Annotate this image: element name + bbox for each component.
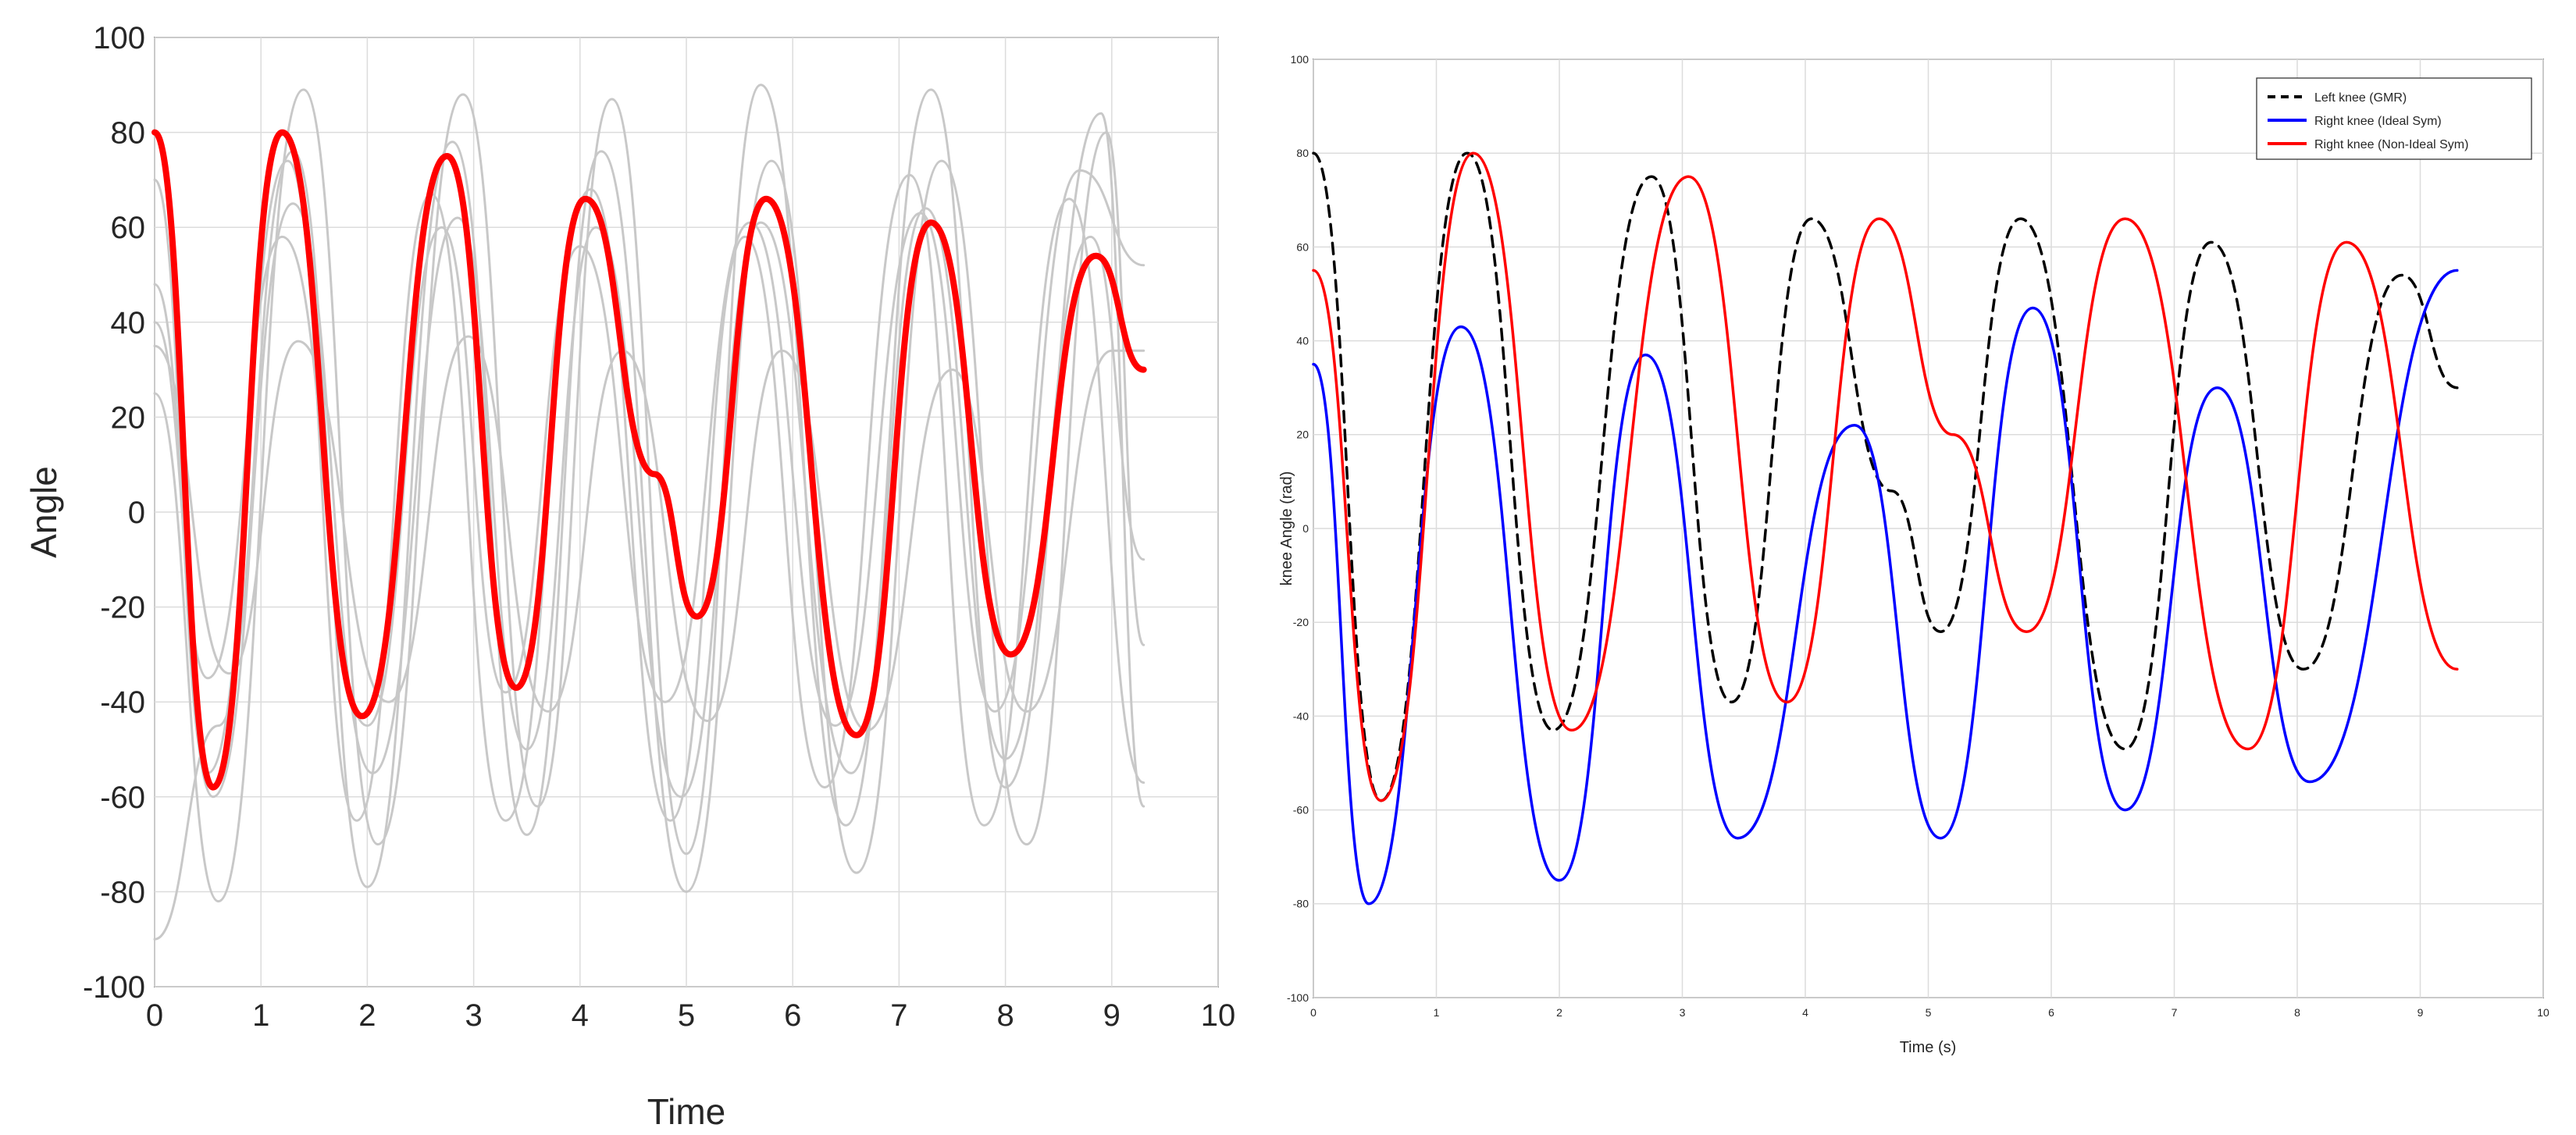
x-tick-label: 10 <box>2537 1006 2549 1019</box>
x-tick-label: 2 <box>358 998 376 1033</box>
y-axis-label: knee Angle (rad) <box>1278 471 1295 586</box>
x-tick-label: 3 <box>465 998 482 1033</box>
legend-label-right-knee-nonideal: Right knee (Non-Ideal Sym) <box>2314 138 2468 151</box>
x-tick-label: 1 <box>252 998 269 1033</box>
y-tick-label: -40 <box>1293 710 1309 722</box>
trial-line <box>153 169 1145 728</box>
y-tick-label: 80 <box>1296 147 1309 159</box>
x-tick-label: 7 <box>890 998 907 1033</box>
y-tick-label: -100 <box>83 970 145 1005</box>
y-tick-label: -60 <box>100 781 145 815</box>
x-tick-label: 6 <box>2048 1006 2054 1019</box>
y-tick-label: 60 <box>111 211 146 245</box>
series-lines <box>151 84 1147 941</box>
x-tick-label: 5 <box>1926 1006 1932 1019</box>
knee-angle-chart: 0 1 2 3 4 5 6 7 8 9 10 -100 -80 -60 -40 -20 0 20 40 60 80 100… <box>1278 53 2549 1056</box>
y-tick-label: 0 <box>1302 522 1309 535</box>
y-tick-label: -100 <box>1287 991 1309 1004</box>
y-tick-label: -20 <box>1293 616 1309 628</box>
y-tick-label: 40 <box>111 306 146 340</box>
x-tick-label: 6 <box>784 998 801 1033</box>
x-tick-label: 10 <box>1201 998 1236 1033</box>
trial-line <box>153 335 1145 732</box>
mean-line <box>151 129 1147 791</box>
y-tick-label: 60 <box>1296 240 1309 253</box>
y-axis-label: Angle <box>23 466 64 558</box>
x-tick-label: 9 <box>1103 998 1121 1033</box>
x-tick-label: 4 <box>1802 1006 1808 1019</box>
y-tick-label: -80 <box>100 875 145 909</box>
x-tick-label: 9 <box>2417 1006 2424 1019</box>
x-tick-label: 8 <box>996 998 1014 1033</box>
x-tick-label: 7 <box>2172 1006 2178 1019</box>
y-tick-label: 40 <box>1296 335 1309 347</box>
y-tick-label: -80 <box>1293 898 1309 910</box>
series-line <box>1312 151 2459 802</box>
x-axis-label: Time <box>647 1091 726 1132</box>
angle-time-chart: 0 1 2 3 4 5 6 7 8 9 10 -100 -80 -60 -40 -20 0 20 40 60 80 100… <box>23 21 1235 1132</box>
y-tick-label: -20 <box>100 591 145 625</box>
y-tick-label: 20 <box>1296 429 1309 441</box>
y-tick-label: 100 <box>93 21 145 55</box>
series-lines <box>1312 151 2459 906</box>
y-tick-label: -60 <box>1293 804 1309 817</box>
series-line <box>1312 269 2459 906</box>
legend: Left knee (GMR) Right knee (Ideal Sym) R… <box>2256 77 2532 160</box>
y-tick-label: 80 <box>111 116 146 151</box>
legend-label-left-knee: Left knee (GMR) <box>2314 91 2407 105</box>
x-tick-label: 8 <box>2294 1006 2300 1019</box>
series-line <box>1312 151 2459 802</box>
x-tick-label: 2 <box>1556 1006 1562 1019</box>
y-tick-label: 100 <box>1291 53 1309 66</box>
x-tick-label: 0 <box>1310 1006 1317 1019</box>
x-tick-label: 5 <box>678 998 695 1033</box>
x-axis-label: Time (s) <box>1900 1039 1957 1056</box>
y-tick-label: 20 <box>111 400 146 435</box>
x-tick-label: 4 <box>572 998 589 1033</box>
x-tick-label: 0 <box>146 998 163 1033</box>
tick-labels: 0 1 2 3 4 5 6 7 8 9 10 -100 -80 -60 -40 -20 0 20 40 60 80 100 <box>83 21 1235 1033</box>
x-tick-label: 3 <box>1680 1006 1686 1019</box>
y-tick-label: -40 <box>100 685 145 720</box>
y-tick-label: 0 <box>128 496 145 530</box>
x-tick-label: 1 <box>1434 1006 1440 1019</box>
legend-label-right-knee-ideal: Right knee (Ideal Sym) <box>2314 115 2442 128</box>
tick-labels: 0 1 2 3 4 5 6 7 8 9 10 -100 -80 -60 -40 -20 0 20 40 60 80 100 <box>1287 53 2549 1019</box>
